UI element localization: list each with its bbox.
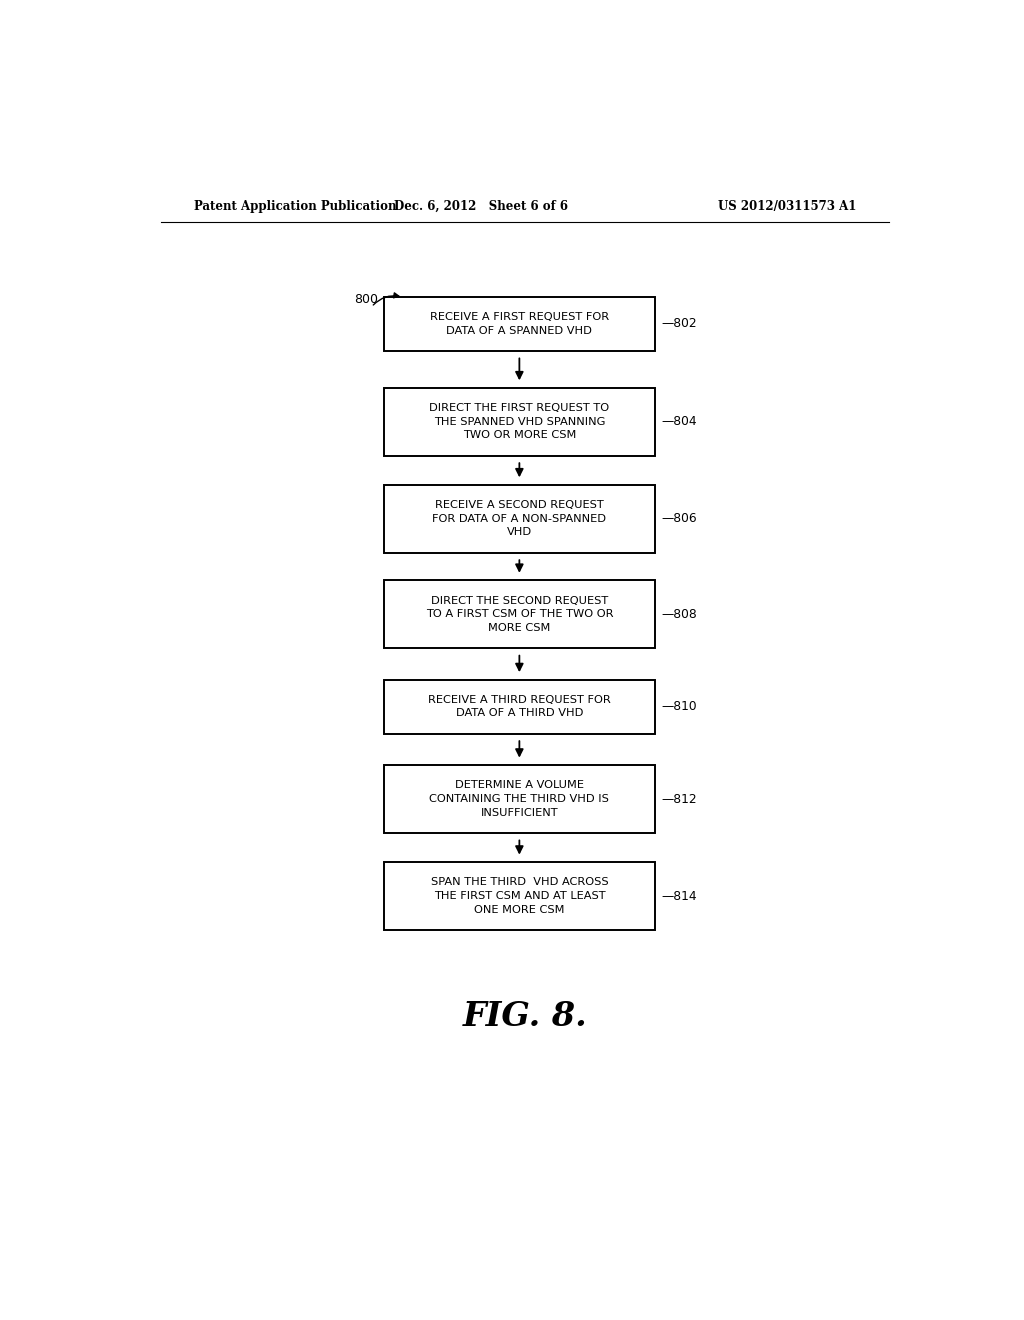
Text: —814: —814 bbox=[662, 890, 696, 903]
Text: RECEIVE A FIRST REQUEST FOR
DATA OF A SPANNED VHD: RECEIVE A FIRST REQUEST FOR DATA OF A SP… bbox=[430, 312, 609, 335]
Text: RECEIVE A THIRD REQUEST FOR
DATA OF A THIRD VHD: RECEIVE A THIRD REQUEST FOR DATA OF A TH… bbox=[428, 694, 610, 718]
Text: Patent Application Publication: Patent Application Publication bbox=[194, 199, 396, 213]
Text: —810: —810 bbox=[662, 700, 696, 713]
Text: RECEIVE A SECOND REQUEST
FOR DATA OF A NON-SPANNED
VHD: RECEIVE A SECOND REQUEST FOR DATA OF A N… bbox=[432, 500, 606, 537]
Text: —812: —812 bbox=[662, 792, 696, 805]
Text: 800: 800 bbox=[354, 293, 378, 306]
FancyBboxPatch shape bbox=[384, 484, 655, 553]
Text: —806: —806 bbox=[662, 512, 696, 525]
FancyBboxPatch shape bbox=[384, 297, 655, 351]
Text: —808: —808 bbox=[662, 607, 697, 620]
Text: DETERMINE A VOLUME
CONTAINING THE THIRD VHD IS
INSUFFICIENT: DETERMINE A VOLUME CONTAINING THE THIRD … bbox=[429, 780, 609, 817]
Text: —802: —802 bbox=[662, 317, 696, 330]
Text: DIRECT THE FIRST REQUEST TO
THE SPANNED VHD SPANNING
TWO OR MORE CSM: DIRECT THE FIRST REQUEST TO THE SPANNED … bbox=[429, 403, 609, 441]
Text: —804: —804 bbox=[662, 416, 696, 428]
Text: Dec. 6, 2012   Sheet 6 of 6: Dec. 6, 2012 Sheet 6 of 6 bbox=[393, 199, 567, 213]
Text: SPAN THE THIRD  VHD ACROSS
THE FIRST CSM AND AT LEAST
ONE MORE CSM: SPAN THE THIRD VHD ACROSS THE FIRST CSM … bbox=[430, 878, 608, 915]
FancyBboxPatch shape bbox=[384, 581, 655, 648]
Text: DIRECT THE SECOND REQUEST
TO A FIRST CSM OF THE TWO OR
MORE CSM: DIRECT THE SECOND REQUEST TO A FIRST CSM… bbox=[426, 595, 613, 632]
FancyBboxPatch shape bbox=[384, 766, 655, 833]
FancyBboxPatch shape bbox=[384, 862, 655, 929]
FancyBboxPatch shape bbox=[384, 680, 655, 734]
FancyBboxPatch shape bbox=[384, 388, 655, 455]
Text: US 2012/0311573 A1: US 2012/0311573 A1 bbox=[718, 199, 856, 213]
Text: FIG. 8.: FIG. 8. bbox=[463, 1001, 587, 1034]
